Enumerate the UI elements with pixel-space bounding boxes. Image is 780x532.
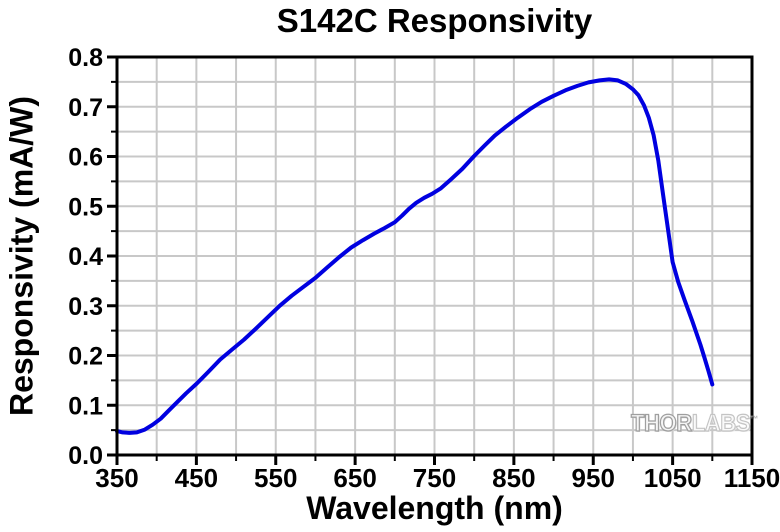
thorlabs-watermark-labs: LABS — [691, 409, 751, 437]
x-tick-label: 450 — [175, 463, 218, 493]
x-tick-label: 950 — [572, 463, 615, 493]
y-tick-label: 0.5 — [68, 193, 103, 221]
y-tick-label: 0.6 — [68, 144, 103, 172]
thorlabs-watermark: THORLABS™ — [631, 409, 759, 438]
trademark-symbol: ™ — [750, 414, 758, 424]
x-tick-label: 1150 — [724, 463, 780, 493]
responsivity-curve — [115, 77, 715, 435]
x-axis-title: Wavelength (nm) — [306, 490, 563, 526]
chart-title: S142C Responsivity — [276, 2, 593, 39]
x-tick-label: 850 — [492, 463, 535, 493]
y-tick-label: 0.7 — [68, 94, 103, 122]
x-tick-label: 350 — [95, 463, 138, 493]
y-tick-label: 0.3 — [68, 293, 103, 321]
thorlabs-watermark-thor: THOR — [631, 409, 693, 437]
x-tick-label: 550 — [254, 463, 297, 493]
y-tick-label: 0.4 — [68, 243, 103, 271]
y-tick-label: 0.8 — [68, 44, 103, 72]
x-tick-label: 1050 — [644, 463, 702, 493]
y-tick-label: 0.1 — [68, 392, 103, 420]
x-tick-label: 650 — [333, 463, 376, 493]
y-tick-label: 0.2 — [68, 343, 103, 371]
x-tick-label: 750 — [413, 463, 456, 493]
y-tick-label: 0.0 — [68, 442, 103, 470]
